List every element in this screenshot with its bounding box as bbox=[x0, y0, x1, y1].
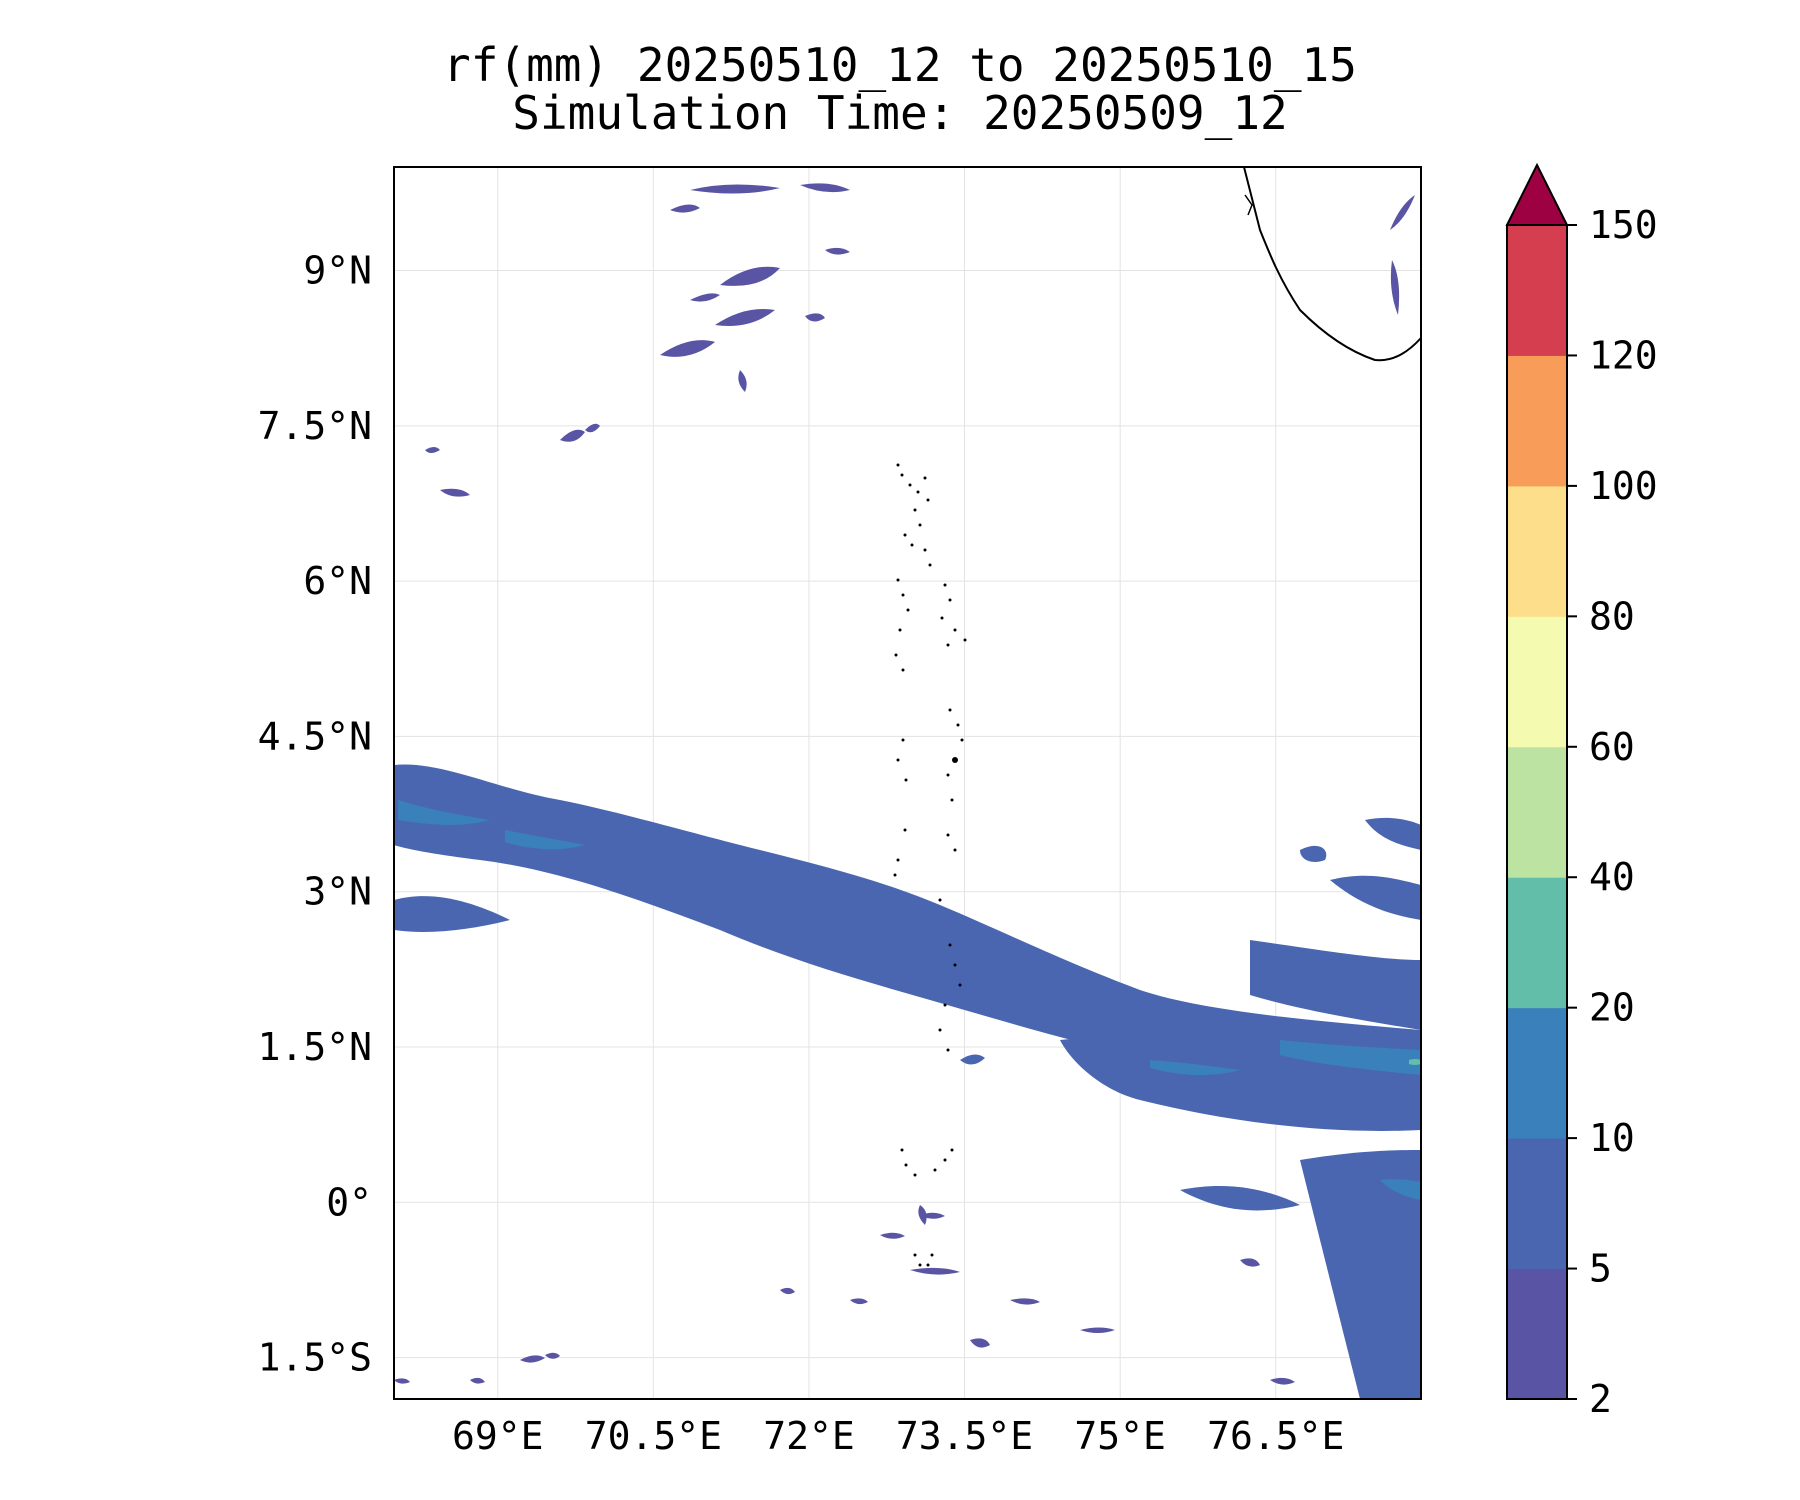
y-tick-label: 7.5°N bbox=[258, 404, 372, 448]
colorbar-segment bbox=[1507, 355, 1567, 487]
rain-cells-north bbox=[425, 183, 1415, 497]
map-area: 69°E 70.5°E 72°E 73.5°E 75°E 76.5°E 9°N 7.5°N 6… bbox=[258, 166, 1422, 1458]
rain-band-central bbox=[394, 764, 1421, 1399]
colorbar-segment bbox=[1507, 225, 1567, 356]
y-tick-label: 0° bbox=[326, 1180, 372, 1224]
colorbar-ticks: 2 5 10 20 40 60 80 100 120 150 bbox=[1567, 203, 1658, 1421]
x-tick-label: 70.5°E bbox=[585, 1414, 722, 1458]
y-tick-label: 6°N bbox=[303, 559, 372, 603]
y-tick-label: 9°N bbox=[303, 249, 372, 293]
coastline bbox=[1243, 166, 1422, 362]
rain-band-core bbox=[398, 800, 1421, 1200]
colorbar-extend-arrow bbox=[1505, 162, 1569, 226]
x-tick-labels: 69°E 70.5°E 72°E 73.5°E 75°E 76.5°E bbox=[452, 1414, 1344, 1458]
y-tick-label: 3°N bbox=[303, 870, 372, 914]
colorbar-segment bbox=[1507, 877, 1567, 1009]
x-tick-label: 69°E bbox=[452, 1414, 544, 1458]
colorbar-tick-label: 150 bbox=[1589, 203, 1658, 247]
colorbar-segment bbox=[1507, 1138, 1567, 1270]
map-frame bbox=[393, 166, 1422, 1400]
colorbar-segment bbox=[1507, 616, 1567, 748]
colorbar-tick-label: 2 bbox=[1589, 1377, 1612, 1421]
maldives-islands bbox=[893, 463, 967, 1267]
colorbar-tick-label: 10 bbox=[1589, 1116, 1635, 1160]
colorbar-segment bbox=[1507, 746, 1567, 878]
x-tick-label: 75°E bbox=[1074, 1414, 1166, 1458]
colorbar-segments bbox=[1507, 225, 1567, 1400]
colorbar: 2 5 10 20 40 60 80 100 120 150 bbox=[1505, 162, 1658, 1421]
colorbar-segment bbox=[1507, 1007, 1567, 1139]
y-tick-labels: 9°N 7.5°N 6°N 4.5°N 3°N 1.5°N 0° 1.5°S bbox=[258, 249, 372, 1380]
x-tick-label: 73.5°E bbox=[896, 1414, 1033, 1458]
x-tick-label: 72°E bbox=[763, 1414, 855, 1458]
x-tick-label: 76.5°E bbox=[1207, 1414, 1344, 1458]
colorbar-tick-label: 20 bbox=[1589, 986, 1635, 1030]
y-tick-label: 1.5°S bbox=[258, 1336, 372, 1380]
colorbar-tick-label: 40 bbox=[1589, 855, 1635, 899]
y-tick-label: 4.5°N bbox=[258, 714, 372, 758]
colorbar-tick-label: 5 bbox=[1589, 1247, 1612, 1291]
colorbar-segment bbox=[1507, 1268, 1567, 1400]
colorbar-outline bbox=[1506, 224, 1568, 1400]
gridlines bbox=[394, 167, 1421, 1399]
rain-band-teal bbox=[1409, 1059, 1421, 1065]
colorbar-tick-label: 120 bbox=[1589, 333, 1658, 377]
colorbar-segment bbox=[1507, 485, 1567, 617]
rain-cells-south bbox=[394, 1205, 1295, 1385]
colorbar-tick-label: 80 bbox=[1589, 594, 1635, 638]
title-line-2: Simulation Time: 20250509_12 bbox=[512, 86, 1288, 140]
y-tick-label: 1.5°N bbox=[258, 1025, 372, 1069]
colorbar-tick-label: 100 bbox=[1589, 464, 1658, 508]
colorbar-tick-label: 60 bbox=[1589, 725, 1635, 769]
title-line-1: rf(mm) 20250510_12 to 20250510_15 bbox=[443, 38, 1357, 92]
rainfall-field bbox=[394, 183, 1421, 1399]
